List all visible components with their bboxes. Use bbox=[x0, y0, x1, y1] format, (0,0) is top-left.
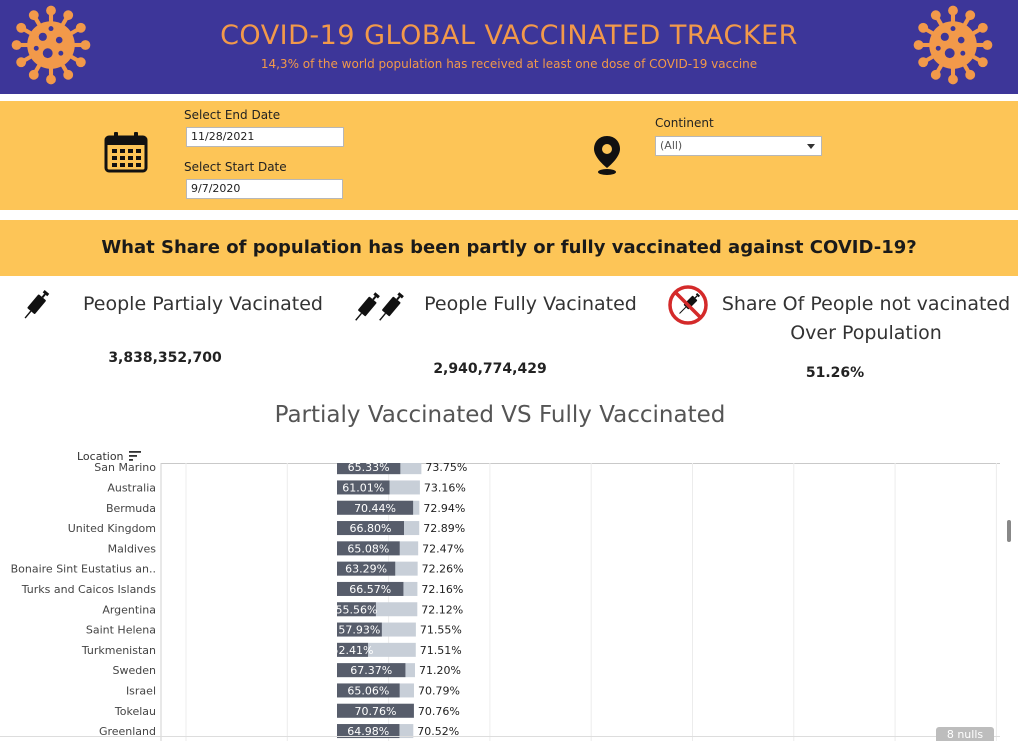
sort-icon[interactable] bbox=[129, 451, 141, 461]
partial-vaccinated-label: People Partialy Vacinated bbox=[83, 293, 323, 315]
bar-partial-8[interactable] bbox=[337, 622, 382, 637]
virus-icon bbox=[11, 5, 91, 85]
start-date-label: Select Start Date bbox=[184, 160, 287, 174]
bar-partial-1[interactable] bbox=[337, 480, 390, 495]
bar-chart-svg: 65.33% 73.75% San Marino 61.01% 73.16% Austra… bbox=[11, 463, 997, 741]
dashboard-title: COVID-19 GLOBAL VACCINATED TRACKER bbox=[220, 20, 798, 51]
virus-icon bbox=[913, 5, 993, 85]
location-label: Maldives bbox=[108, 542, 157, 555]
question-banner bbox=[0, 220, 1018, 276]
location-label: Argentina bbox=[102, 603, 156, 616]
bar-outer-label: 70.79% bbox=[418, 684, 460, 697]
continent-value: (All) bbox=[660, 139, 683, 152]
bar-outer-label: 71.55% bbox=[420, 624, 462, 637]
bar-outer-label: 71.20% bbox=[419, 664, 461, 677]
header-banner bbox=[0, 0, 1018, 94]
calendar-icon bbox=[104, 132, 148, 173]
bar-outer-label: 71.51% bbox=[420, 644, 462, 657]
bar-outer-label: 73.75% bbox=[425, 463, 467, 474]
bar-inner-label: 65.33% bbox=[348, 463, 390, 474]
question-text: What Share of population has been partly… bbox=[101, 237, 917, 258]
bar-inner-label: 61.01% bbox=[342, 481, 384, 494]
bar-partial-2[interactable] bbox=[337, 500, 414, 515]
bar-partial-3[interactable] bbox=[337, 521, 404, 536]
no-syringe-icon bbox=[668, 285, 708, 325]
location-label: Greenland bbox=[99, 725, 156, 738]
bar-outer-label: 72.16% bbox=[421, 583, 463, 596]
location-label: Australia bbox=[107, 481, 156, 494]
bar-inner-label: 66.57% bbox=[349, 583, 391, 596]
bar-outer-label: 72.94% bbox=[423, 502, 465, 515]
location-label: United Kingdom bbox=[68, 522, 156, 535]
bar-chart: 65.33% 73.75% San Marino 61.01% 73.16% Austra… bbox=[0, 463, 1000, 741]
partial-vaccinated-value: 3,838,352,700 bbox=[108, 350, 222, 366]
bar-outer-label: 70.52% bbox=[417, 725, 459, 738]
bar-inner-label: 64.98% bbox=[347, 725, 389, 738]
double-syringe-icon bbox=[355, 292, 404, 321]
location-label: Israel bbox=[126, 684, 156, 697]
bar-outer-label: 72.89% bbox=[423, 522, 465, 535]
bar-partial-0[interactable] bbox=[337, 463, 401, 475]
bar-inner-label: 55.56% bbox=[335, 603, 377, 616]
bar-inner-label: 70.76% bbox=[354, 705, 396, 718]
bar-partial-9[interactable] bbox=[337, 642, 369, 657]
bar-partial-7[interactable] bbox=[337, 602, 376, 617]
location-label: Tokelau bbox=[114, 705, 156, 718]
continent-dropdown[interactable]: (All) bbox=[655, 136, 822, 156]
chart-bottom-divider bbox=[0, 736, 1000, 737]
nulls-indicator[interactable]: 8 nulls bbox=[936, 727, 994, 741]
bar-inner-label: 65.06% bbox=[347, 684, 389, 697]
chevron-down-icon[interactable] bbox=[807, 144, 815, 149]
location-label: Sweden bbox=[113, 664, 156, 677]
bar-inner-label: 67.37% bbox=[350, 664, 392, 677]
location-label: Turkmenistan bbox=[81, 644, 156, 657]
location-column-header[interactable]: Location bbox=[77, 450, 124, 463]
not-vaccinated-value: 51.26% bbox=[805, 365, 865, 381]
bar-partial-5[interactable] bbox=[337, 561, 396, 576]
not-vaccinated-label: Share Of People not vacinated Over Popul… bbox=[721, 293, 1011, 344]
bar-inner-label: 66.80% bbox=[350, 522, 392, 535]
bar-inner-label: 65.08% bbox=[347, 542, 389, 555]
location-label: Turks and Caicos Islands bbox=[21, 583, 157, 596]
location-label: San Marino bbox=[94, 463, 156, 474]
end-date-label: Select End Date bbox=[184, 108, 281, 122]
bar-inner-label: 70.44% bbox=[354, 502, 396, 515]
location-label: Saint Helena bbox=[86, 624, 156, 637]
bar-partial-10[interactable] bbox=[337, 663, 406, 678]
location-label: Bonaire Sint Eustatius an.. bbox=[11, 563, 156, 576]
start-date-input[interactable]: 9/7/2020 bbox=[186, 179, 343, 199]
location-label: Bermuda bbox=[106, 502, 156, 515]
bar-inner-label: 63.29% bbox=[345, 563, 387, 576]
bar-partial-11[interactable] bbox=[337, 683, 400, 698]
map-pin-icon bbox=[594, 136, 620, 175]
bar-partial-6[interactable] bbox=[337, 581, 404, 596]
continent-label: Continent bbox=[655, 116, 714, 130]
syringe-icon bbox=[24, 290, 50, 319]
fully-vaccinated-label: People Fully Vacinated bbox=[424, 293, 637, 315]
bar-inner-label: 52.41% bbox=[332, 644, 374, 657]
bar-outer-label: 73.16% bbox=[424, 481, 466, 494]
vertical-scrollbar[interactable] bbox=[1007, 520, 1011, 542]
bar-outer-label: 72.26% bbox=[422, 563, 464, 576]
chart-title: Partialy Vaccinated VS Fully Vaccinated bbox=[274, 402, 726, 428]
bar-partial-12[interactable] bbox=[337, 703, 414, 718]
filter-panel bbox=[0, 101, 1018, 210]
chart-frame bbox=[161, 463, 1000, 741]
bar-outer-label: 72.12% bbox=[421, 603, 463, 616]
bar-outer-label: 70.76% bbox=[418, 705, 460, 718]
end-date-input[interactable]: 11/28/2021 bbox=[186, 127, 344, 147]
fully-vaccinated-value: 2,940,774,429 bbox=[433, 361, 547, 377]
bar-inner-label: 57.93% bbox=[338, 624, 380, 637]
bar-outer-label: 72.47% bbox=[422, 542, 464, 555]
bar-partial-4[interactable] bbox=[337, 541, 400, 556]
dashboard-subtitle: 14,3% of the world population has receiv… bbox=[260, 57, 758, 71]
bar-partial-13[interactable] bbox=[337, 724, 400, 739]
